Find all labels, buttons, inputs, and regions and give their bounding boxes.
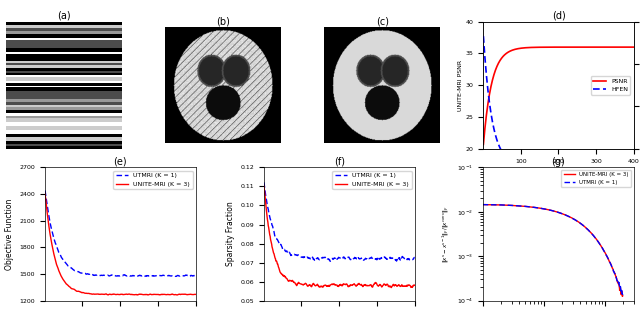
UNITE-MRI (K = 3) [260,184,268,187]
UNITE-MRI (K = 3) [59,277,67,281]
UTMRI (K = 1) [151,274,159,278]
UTMRI (K = 1) [90,273,98,277]
HFEN [588,164,596,168]
UNITE-MRI (K = 3) [618,290,626,293]
Line: UTMRI (K = 1): UTMRI (K = 1) [264,182,415,261]
Title: (b): (b) [216,17,230,27]
UTMRI (K = 1) [59,258,67,261]
UNITE-MRI (K = 3) [592,237,600,240]
UNITE-MRI (K = 3) [618,294,626,298]
UNITE-MRI (K = 3) [192,293,200,296]
UTMRI (K = 1) [355,257,363,261]
UNITE-MRI (K = 3) [319,284,327,288]
UTMRI (K = 1) [369,257,377,261]
HFEN [574,164,582,168]
Line: HFEN: HFEN [483,36,634,166]
UNITE-MRI (K = 3) [370,283,378,287]
UNITE-MRI (K = 3) [136,292,143,296]
HFEN [539,164,547,167]
UTMRI (K = 1) [309,256,317,260]
UTMRI (K = 1) [192,273,200,277]
PSNR [589,45,596,49]
UTMRI (K = 1) [598,245,605,249]
UTMRI (K = 1) [592,237,600,241]
UTMRI (K = 1) [479,203,486,206]
Legend: UTMRI (K = 1), UNITE-MRI (K = 3): UTMRI (K = 1), UNITE-MRI (K = 3) [113,170,193,189]
PSNR [588,45,596,49]
UNITE-MRI (K = 3) [411,283,419,287]
Title: (e): (e) [113,157,127,166]
PSNR [479,143,487,146]
PSNR [498,56,506,60]
UNITE-MRI (K = 3) [150,293,158,296]
PSNR [574,45,582,49]
UNITE-MRI (K = 3) [41,191,49,195]
UTMRI (K = 1) [260,180,268,184]
Line: PSNR: PSNR [483,47,634,144]
UNITE-MRI (K = 3) [173,293,181,297]
UTMRI (K = 1) [278,245,285,249]
UNITE-MRI (K = 3) [601,251,609,255]
Title: (a): (a) [58,11,71,21]
UNITE-MRI (K = 3) [479,203,486,206]
UTMRI (K = 1) [411,255,419,259]
UNITE-MRI (K = 3) [90,292,98,296]
UTMRI (K = 1) [619,293,627,297]
UTMRI (K = 1) [136,273,143,277]
Line: UNITE-MRI (K = 3): UNITE-MRI (K = 3) [483,205,623,296]
UNITE-MRI (K = 3) [100,293,108,296]
Title: (f): (f) [333,157,345,166]
Line: UTMRI (K = 1): UTMRI (K = 1) [483,205,623,295]
UNITE-MRI (K = 3) [309,283,317,286]
X-axis label: Iteration Number: Iteration Number [525,169,591,178]
Legend: UNITE-MRI (K = 3), UTMRI (K = 1): UNITE-MRI (K = 3), UTMRI (K = 1) [561,170,631,188]
Line: UTMRI (K = 1): UTMRI (K = 1) [45,190,196,277]
UNITE-MRI (K = 3) [615,282,623,286]
HFEN [630,164,637,168]
PSNR [539,45,547,49]
UNITE-MRI (K = 3) [598,245,605,249]
UTMRI (K = 1) [370,257,378,260]
Line: UNITE-MRI (K = 3): UNITE-MRI (K = 3) [264,185,415,288]
HFEN [498,149,506,153]
HFEN [589,164,596,168]
Y-axis label: Sparsity Fraction: Sparsity Fraction [226,202,235,266]
HFEN [479,34,487,38]
UTMRI (K = 1) [617,287,625,291]
UTMRI (K = 1) [41,188,49,192]
HFEN [529,163,536,167]
UTMRI (K = 1) [140,275,148,278]
UNITE-MRI (K = 3) [355,282,362,286]
UNITE-MRI (K = 3) [619,294,627,298]
UNITE-MRI (K = 3) [617,289,625,293]
Y-axis label: UNITE-MRI PSNR: UNITE-MRI PSNR [458,60,463,111]
PSNR [630,45,637,49]
UNITE-MRI (K = 3) [369,285,376,289]
Legend: UTMRI (K = 1), UNITE-MRI (K = 3): UTMRI (K = 1), UNITE-MRI (K = 3) [332,170,412,189]
Legend: PSNR, HFEN: PSNR, HFEN [591,76,630,95]
UTMRI (K = 1) [100,273,108,277]
UTMRI (K = 1) [319,256,327,259]
UNITE-MRI (K = 3) [150,293,157,296]
Line: UNITE-MRI (K = 3): UNITE-MRI (K = 3) [45,193,196,295]
UTMRI (K = 1) [615,281,623,284]
UTMRI (K = 1) [618,294,626,297]
PSNR [529,46,536,49]
Y-axis label: Objective Function: Objective Function [4,198,14,270]
Title: (g): (g) [551,157,565,166]
Title: (d): (d) [552,11,565,21]
UTMRI (K = 1) [618,290,626,293]
Title: (c): (c) [376,17,388,27]
UNITE-MRI (K = 3) [278,272,285,276]
UTMRI (K = 1) [601,251,609,255]
UTMRI (K = 1) [326,259,334,263]
UNITE-MRI (K = 3) [387,286,395,290]
UTMRI (K = 1) [150,274,158,278]
Y-axis label: $\|x^s - x^{s-1}\|_F / \|x^{conv}\|_F$: $\|x^s - x^{s-1}\|_F / \|x^{conv}\|_F$ [441,205,451,263]
